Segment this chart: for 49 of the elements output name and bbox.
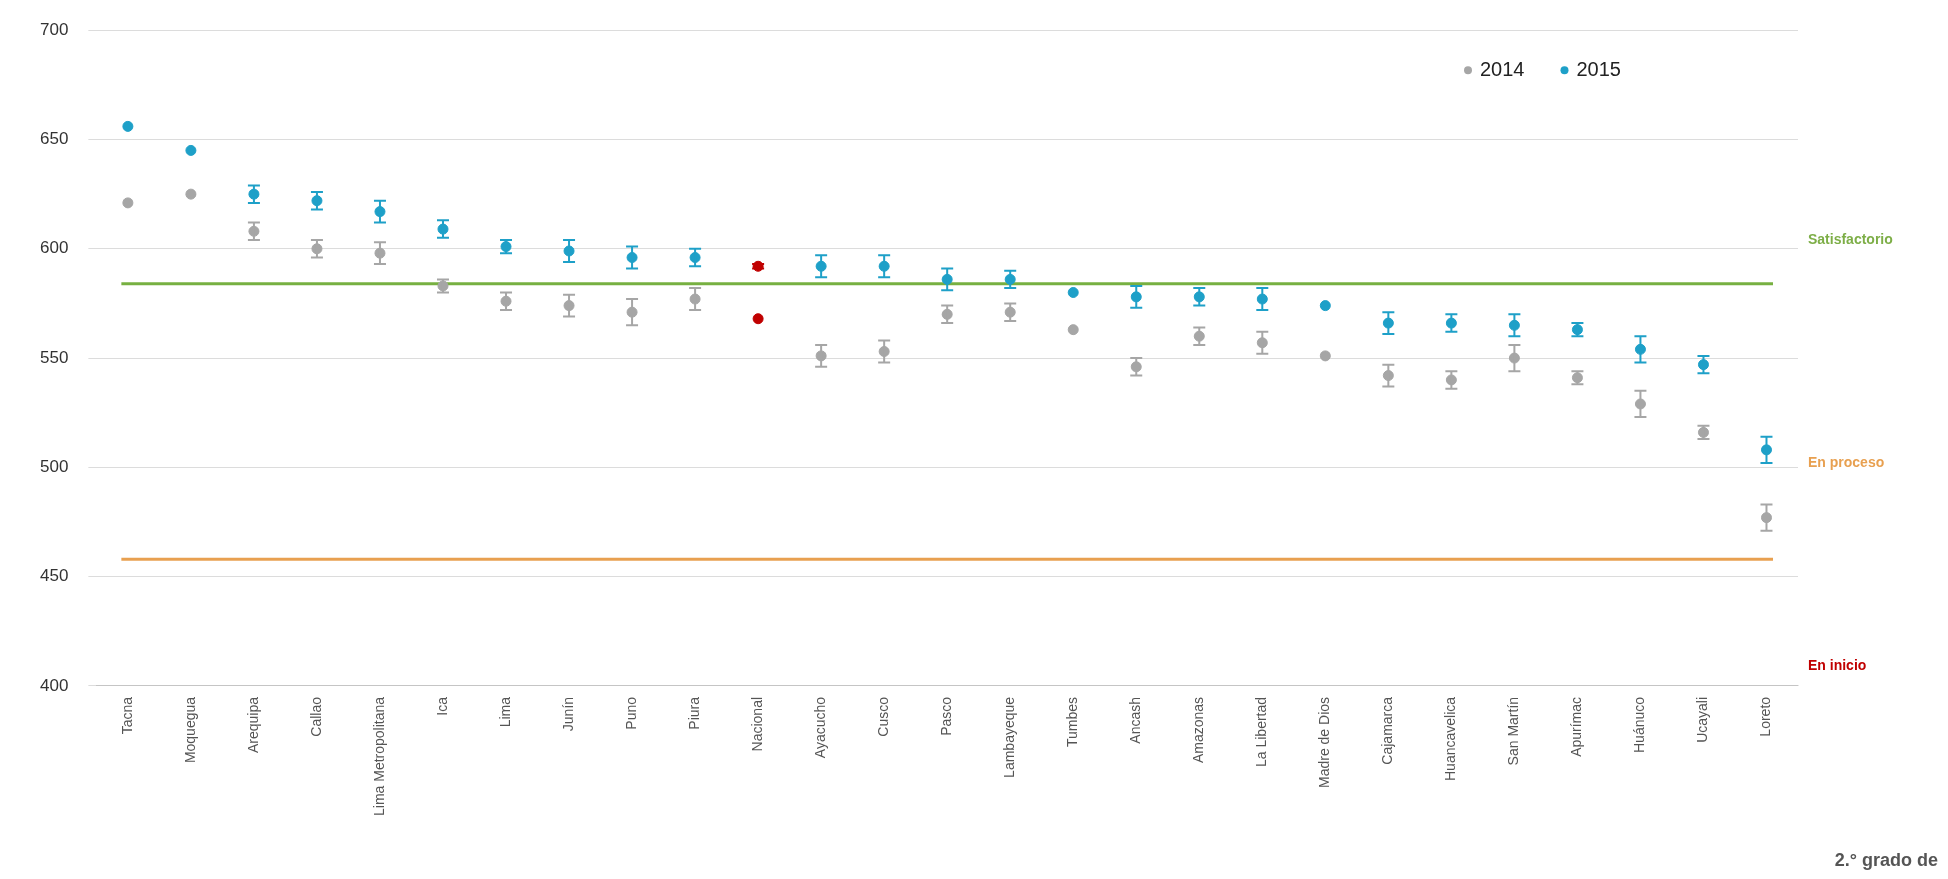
y-tick-label: 400 <box>39 675 69 695</box>
x-tick-label: Cajamarca <box>1379 696 1396 765</box>
x-tick-label: Puno <box>622 696 639 730</box>
x-tick-label: Moquegua <box>181 696 198 764</box>
x-tick-label: Apurímac <box>1568 696 1585 757</box>
x-tick-label: Lambayeque <box>1001 696 1018 778</box>
y-tick-label: 600 <box>39 238 69 258</box>
point <box>1067 287 1079 298</box>
point <box>185 188 197 200</box>
point <box>185 144 197 156</box>
text: En inicio <box>1808 657 1867 674</box>
y-tick-label: 500 <box>39 457 69 477</box>
x-tick-label: Nacional <box>748 696 765 752</box>
text: 2.° grado de <box>1834 849 1938 870</box>
text: Satisfactorio <box>1808 230 1893 247</box>
x-tick-label: Huancavelica <box>1442 696 1459 781</box>
text: En proceso <box>1808 453 1885 470</box>
x-tick-label: Lima <box>496 696 513 728</box>
x-tick-label: Tacna <box>118 696 135 735</box>
x-tick-label: Lima Metropolitana <box>370 696 387 816</box>
point <box>752 313 764 325</box>
x-tick-label: Ica <box>433 696 450 716</box>
legend-label: 2014 <box>1480 57 1525 80</box>
x-tick-label: Arequipa <box>244 696 261 753</box>
x-tick-label: Tumbes <box>1064 696 1081 747</box>
point <box>1067 324 1079 336</box>
legend-label: 2015 <box>1576 57 1621 80</box>
x-tick-label: Cusco <box>875 696 892 737</box>
y-tick-label: 700 <box>39 19 69 39</box>
x-tick-label: La Libertad <box>1253 696 1270 767</box>
y-tick-label: 450 <box>39 566 69 586</box>
point <box>122 120 134 132</box>
x-tick-label: Loreto <box>1757 696 1774 737</box>
x-tick-label: Ucayali <box>1694 696 1711 743</box>
point <box>122 197 134 209</box>
point <box>1319 300 1331 312</box>
x-tick-label: Pasco <box>938 696 955 736</box>
x-tick-label: Madre de Dios <box>1316 696 1333 788</box>
y-tick-label: 650 <box>39 129 69 149</box>
x-tick-label: Ancash <box>1127 696 1144 744</box>
x-tick-label: Callao <box>307 696 324 737</box>
x-tick-label: Ayacucho <box>811 696 828 759</box>
x-tick-label: Junín <box>559 696 576 732</box>
x-tick-label: Huánuco <box>1631 696 1648 753</box>
y-tick-label: 550 <box>39 347 69 367</box>
x-tick-label: Piura <box>685 696 702 730</box>
point <box>1319 350 1331 362</box>
x-tick-label: San Martín <box>1505 696 1522 766</box>
x-tick-label: Amazonas <box>1190 696 1207 764</box>
